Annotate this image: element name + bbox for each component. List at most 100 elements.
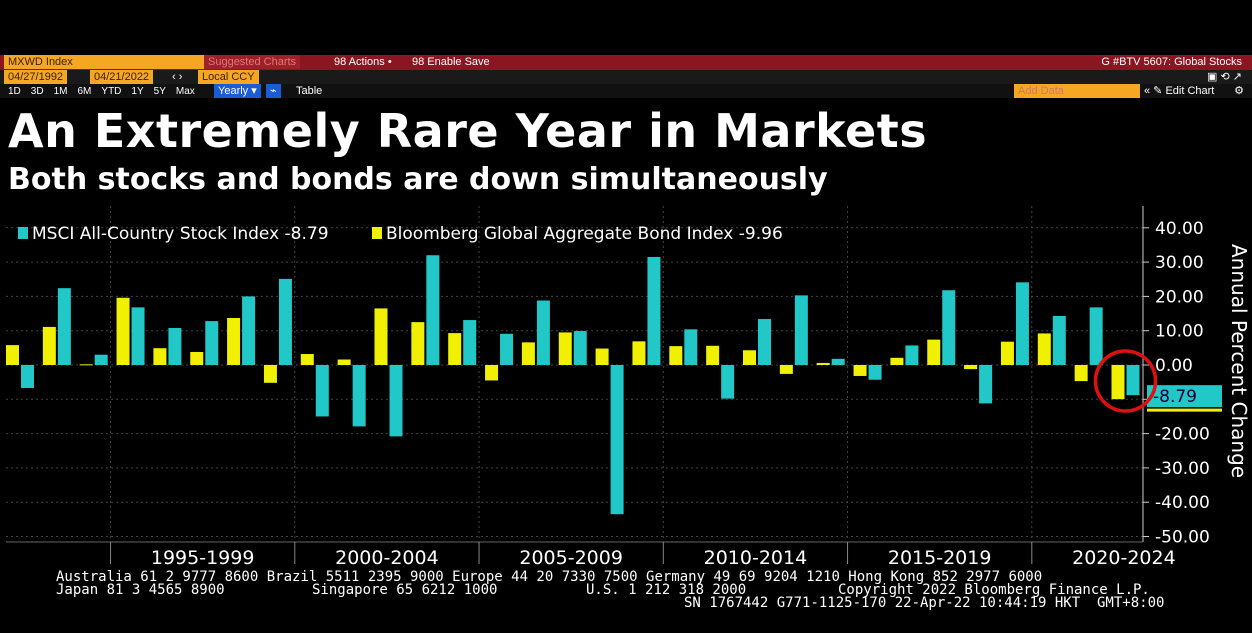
table-button[interactable]: Table: [296, 85, 323, 97]
stock-bar-2011: [721, 365, 735, 399]
window-controls[interactable]: ▣ ⟲ ↗: [1207, 71, 1242, 83]
bond-bar-2020: [1037, 333, 1051, 365]
bond-bar-1993: [42, 326, 56, 365]
stock-bar-2010: [684, 329, 698, 365]
bond-bar-1999: [263, 365, 277, 383]
y-tick-label: -40.00: [1155, 493, 1210, 513]
period-button-6m[interactable]: 6M: [77, 86, 92, 97]
x-tick-label: 2015-2019: [888, 547, 992, 569]
y-tick-label: -20.00: [1155, 425, 1210, 445]
bond-bar-2008: [595, 348, 609, 365]
bond-bar-1994: [79, 364, 93, 366]
footer-line-2b: Singapore 65 6212 1000: [312, 582, 498, 598]
y-tick-label: 20.00: [1155, 287, 1204, 307]
bond-bar-2005: [485, 365, 499, 381]
period-button-5y[interactable]: 5Y: [153, 86, 166, 97]
bond-bar-2003: [411, 322, 425, 365]
bond-bar-2010: [669, 346, 683, 365]
bond-bar-2002: [374, 308, 388, 365]
stock-bar-2016: [905, 345, 919, 365]
period-buttons: 1D 3D 1M 6M YTD 1Y 5Y Max: [8, 84, 205, 99]
stock-bar-1998: [242, 296, 256, 365]
chart-title: An Extremely Rare Year in Markets: [8, 104, 928, 158]
stock-bar-2002: [389, 365, 403, 437]
settings-icon[interactable]: ⚙: [1234, 85, 1244, 97]
footer-line-1: Australia 61 2 9777 8600 Brazil 5511 239…: [56, 569, 1043, 585]
last-value-box: [1147, 385, 1222, 408]
period-button-3d[interactable]: 3D: [30, 86, 44, 97]
legend-label: MSCI All-Country Stock Index -8.79: [32, 224, 329, 244]
bond-bar-2018: [964, 365, 978, 370]
footer-line-3: SN 1767442 G771-1125-170 22-Apr-22 10:44…: [684, 595, 1165, 611]
bond-bar-1992: [6, 345, 19, 365]
suggested-charts-button[interactable]: Suggested Charts: [204, 55, 301, 69]
stock-bar-1992: [21, 365, 34, 388]
period-button-ytd[interactable]: YTD: [101, 86, 122, 97]
x-tick-label: 2010-2014: [704, 547, 808, 569]
x-tick-label: 1995-1999: [151, 547, 255, 569]
y-tick-label: 30.00: [1155, 253, 1204, 273]
y-axis-title: Annual Percent Change: [1227, 244, 1251, 478]
stock-bar-2019: [1015, 282, 1029, 365]
bond-bar-2019: [1000, 341, 1014, 365]
period-button-max[interactable]: Max: [175, 86, 195, 97]
y-tick-label: 0.00: [1155, 356, 1193, 376]
add-data-field[interactable]: Add Data: [1014, 84, 1140, 98]
bond-bar-2004: [448, 333, 462, 365]
stock-bar-2022: [1126, 365, 1140, 396]
legend-label: Bloomberg Global Aggregate Bond Index -9…: [386, 224, 783, 244]
stock-bar-1995: [131, 307, 145, 365]
frequency-select[interactable]: Yearly ▾: [214, 84, 261, 98]
stock-bar-2020: [1052, 315, 1066, 365]
period-bar: 1D 3D 1M 6M YTD 1Y 5Y Max Yearly ▾ ⌁ Table Add …: [0, 84, 1252, 98]
period-button-1y[interactable]: 1Y: [131, 86, 144, 97]
stock-bar-2005: [500, 333, 514, 365]
security-field[interactable]: MXWD Index: [4, 55, 208, 69]
enable-save-button[interactable]: 98 Enable Save: [412, 56, 490, 68]
window-title: G #BTV 5607: Global Stocks: [1101, 56, 1242, 68]
bond-bar-2011: [706, 345, 720, 365]
bond-bar-2017: [927, 339, 941, 365]
bond-bar-2021: [1074, 365, 1088, 382]
chart-subtitle: Both stocks and bonds are down simultane…: [8, 162, 828, 197]
edit-chart-button[interactable]: « ✎ Edit Chart: [1144, 85, 1215, 97]
bond-bar-2014: [816, 362, 830, 365]
period-button-1d[interactable]: 1D: [8, 86, 21, 97]
bond-bar-2009: [632, 341, 646, 365]
bond-bar-2006: [521, 342, 535, 365]
stock-bar-2014: [831, 358, 845, 365]
highlight-circle: [1093, 349, 1158, 413]
y-tick-label: 10.00: [1155, 322, 1204, 342]
x-tick-label: 2005-2009: [519, 547, 623, 569]
stock-bar-2015: [868, 365, 882, 380]
y-tick-label: 40.00: [1155, 219, 1204, 239]
footer-line-2d: Copyright 2022 Bloomberg Finance L.P.: [838, 582, 1150, 598]
prev-next-arrows[interactable]: ‹ ›: [172, 71, 183, 83]
bond-bar-2016: [890, 357, 904, 365]
footer-line-2c: U.S. 1 212 318 2000: [586, 582, 747, 598]
bond-bar-2012: [743, 350, 756, 365]
start-date-field[interactable]: 04/27/1992: [4, 70, 68, 84]
period-button-1m[interactable]: 1M: [53, 86, 68, 97]
bar-chart: 40.0030.0020.0010.000.00-10.00-20.00-30.…: [6, 206, 1251, 569]
currency-select[interactable]: Local CCY: [198, 70, 259, 84]
legend-swatch: [372, 227, 382, 239]
x-tick-label: 2020-2024: [1072, 547, 1176, 569]
bond-bar-2013: [779, 365, 793, 374]
stock-bar-1994: [94, 354, 108, 365]
date-bar: 04/27/1992 04/21/2022 ‹ › Local CCY ▣ ⟲ …: [0, 70, 1252, 84]
bond-bar-1998: [227, 318, 241, 365]
stock-bar-1997: [205, 321, 219, 365]
end-date-field[interactable]: 04/21/2022: [90, 70, 154, 84]
bond-bar-2015: [853, 365, 867, 376]
footer-line-2a: Japan 81 3 4565 8900: [56, 582, 225, 598]
bond-bar-2000: [300, 354, 314, 365]
stock-bar-2013: [794, 295, 808, 365]
stock-bar-1993: [57, 288, 71, 365]
stock-bar-1999: [278, 278, 292, 365]
stock-bar-1996: [168, 327, 182, 365]
actions-menu[interactable]: 98 Actions •: [334, 56, 392, 68]
stock-bar-2017: [942, 290, 956, 365]
chart-type-icon[interactable]: ⌁: [266, 84, 281, 98]
title-bar: MXWD Index Suggested Charts 98 Actions •…: [0, 55, 1252, 70]
